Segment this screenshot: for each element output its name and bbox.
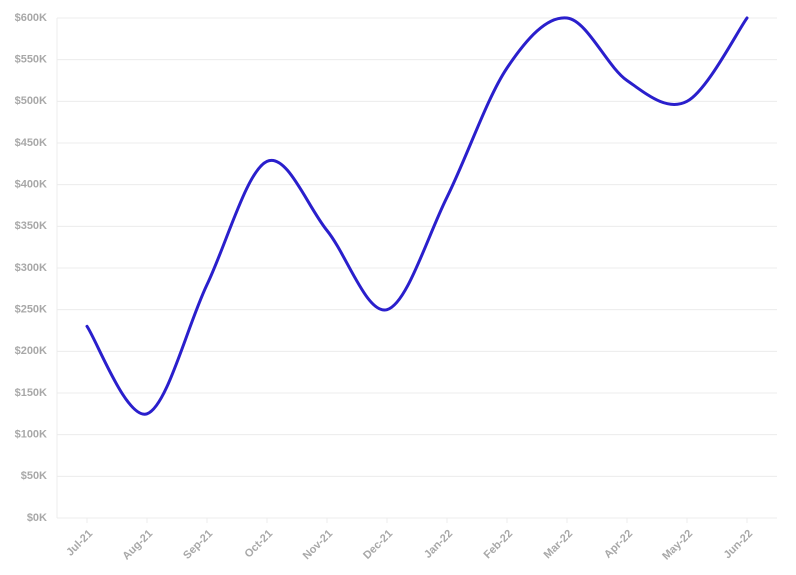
y-tick-label: $550K <box>15 54 47 66</box>
x-tick-label: Jun-22 <box>722 528 756 562</box>
x-tick-label: Jul-21 <box>64 528 95 559</box>
x-tick-label: Oct-21 <box>242 528 275 561</box>
x-tick-label: Mar-22 <box>542 528 576 562</box>
y-tick-label: $450K <box>15 137 47 149</box>
y-tick-label: $200K <box>15 345 47 357</box>
y-tick-label: $500K <box>15 95 47 107</box>
y-tick-label: $50K <box>21 470 47 482</box>
x-tick-label: May-22 <box>660 528 695 563</box>
y-tick-label: $0K <box>27 512 47 524</box>
y-tick-label: $350K <box>15 220 47 232</box>
y-tick-label: $150K <box>15 387 47 399</box>
x-tick-label: Feb-22 <box>482 528 516 562</box>
x-tick-label: Apr-22 <box>602 528 635 561</box>
y-tick-label: $250K <box>15 304 47 316</box>
x-tick-label: Aug-21 <box>120 528 155 563</box>
x-tick-label: Dec-21 <box>361 528 395 562</box>
x-tick-label: Nov-21 <box>301 528 335 562</box>
y-tick-label: $100K <box>15 429 47 441</box>
x-tick-label: Sep-21 <box>181 528 215 562</box>
y-tick-label: $400K <box>15 179 47 191</box>
x-tick-label: Jan-22 <box>422 528 455 561</box>
y-tick-label: $600K <box>15 12 47 24</box>
data-line <box>85 16 749 416</box>
y-tick-label: $300K <box>15 262 47 274</box>
